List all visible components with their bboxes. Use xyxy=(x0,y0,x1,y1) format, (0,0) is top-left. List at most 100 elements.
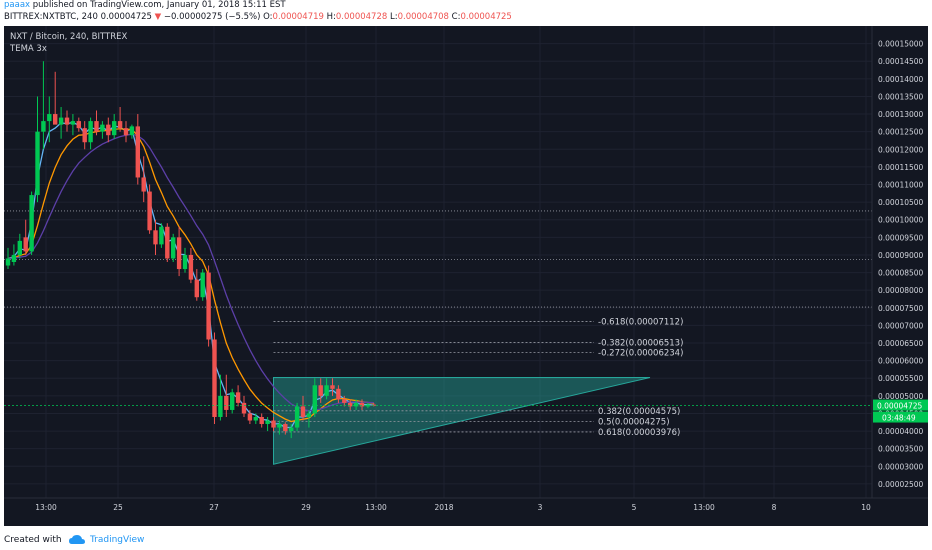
time-tick-label: 8 xyxy=(772,503,777,512)
last-price-tag xyxy=(873,399,928,411)
candle-body xyxy=(188,254,194,280)
publish-info: paaax published on TradingView.com, Janu… xyxy=(4,0,286,10)
price-tick-label: 0.00014500 xyxy=(878,57,924,66)
candle-body xyxy=(64,117,70,125)
candle-body xyxy=(112,121,117,136)
candle-body xyxy=(283,424,288,432)
time-axis[interactable]: 13:00 25 27 29 13:00 2018 3 5 13:00 8 10 xyxy=(4,497,928,512)
grid-lines xyxy=(4,26,872,498)
candle-body xyxy=(306,413,312,417)
candle-body xyxy=(147,191,152,231)
fib-level-label: -0.618(0.00007112) xyxy=(598,317,683,327)
candle-body xyxy=(300,406,306,417)
chart-header: paaax published on TradingView.com, Janu… xyxy=(0,0,932,26)
candle-body xyxy=(165,226,170,259)
countdown-label: 03:48:49 xyxy=(882,414,916,423)
high-value: 0.00004728 xyxy=(335,12,388,22)
publish-text: published on TradingView.com, January 01… xyxy=(32,0,286,10)
price-tick-label: 0.00014000 xyxy=(878,75,924,84)
fib-level-label: 0.5(0.00004275) xyxy=(598,417,670,427)
close-label: C: xyxy=(451,12,461,22)
candle-body xyxy=(23,237,28,252)
fib-level-label: -0.272(0.00006234) xyxy=(598,348,683,358)
price-tick-label: 0.00015000 xyxy=(878,40,924,49)
candle-body xyxy=(194,279,199,298)
time-tick-label: 3 xyxy=(538,503,543,512)
author-name[interactable]: paaax xyxy=(4,0,31,10)
candle-body xyxy=(235,392,241,403)
price-axis[interactable]: 0.00015000 0.00014500 0.00014000 0.00013500… xyxy=(4,26,928,526)
candle-body xyxy=(348,402,353,407)
candle-body xyxy=(117,121,123,129)
price-tick-label: 0.00008000 xyxy=(878,286,924,295)
candle-body xyxy=(247,413,253,421)
price-tick-label: 0.00005500 xyxy=(878,374,924,383)
tema-mid-line[interactable] xyxy=(7,128,374,423)
candle-body xyxy=(11,254,17,262)
tradingview-cloud-icon xyxy=(69,535,85,544)
price-chart[interactable]: -0.618(0.00007112) -0.382(0.00006513)-0.2… xyxy=(4,26,928,526)
candle-body xyxy=(294,406,300,428)
candle-body xyxy=(330,385,335,389)
last-price-tag-label: 0.00004725 xyxy=(877,402,923,411)
ohlc-summary: BITTREX:NXTBTC, 240 0.00004725 ▼ −0.0000… xyxy=(4,12,512,22)
candle-body xyxy=(53,114,58,125)
open-label: O: xyxy=(263,12,273,22)
candle-body xyxy=(336,388,341,400)
candle-body xyxy=(200,272,205,298)
candle-body xyxy=(265,420,270,425)
fib-level-label: 0.382(0.00004575) xyxy=(598,407,680,417)
candle-body xyxy=(82,128,87,143)
candle-body xyxy=(230,392,235,410)
time-tick-label: 2018 xyxy=(434,503,453,512)
price-change: −0.00000275 (−5.5%) xyxy=(163,12,261,22)
time-tick-label: 10 xyxy=(861,503,871,512)
price-tick-label: 0.00009000 xyxy=(878,251,924,260)
candle-body xyxy=(318,385,323,396)
time-tick-label: 5 xyxy=(632,503,637,512)
candle-body xyxy=(17,240,22,255)
price-tick-label: 0.00010000 xyxy=(878,216,924,225)
candle-body xyxy=(76,121,81,129)
created-with-label: Created with xyxy=(4,535,62,545)
price-tick-label: 0.00007000 xyxy=(878,321,924,330)
time-tick-label: 13:00 xyxy=(365,503,387,512)
price-tick-label: 0.00012000 xyxy=(878,145,924,154)
candle-body xyxy=(171,237,176,259)
time-tick-label: 13:00 xyxy=(35,503,57,512)
time-tick-label: 27 xyxy=(209,503,219,512)
candle-body xyxy=(129,126,135,136)
tradingview-brand[interactable]: TradingView xyxy=(90,535,145,545)
price-tick-label: 0.00013000 xyxy=(878,110,924,119)
time-tick-label: 25 xyxy=(113,503,123,512)
price-tick-label: 0.00006500 xyxy=(878,339,924,348)
candle-body xyxy=(41,121,46,132)
fib-level-label: -0.382(0.00006513) xyxy=(598,339,683,349)
candle-body xyxy=(58,117,64,125)
price-tick-label: 0.00003500 xyxy=(878,445,924,454)
price-tick-label: 0.00004000 xyxy=(878,427,924,436)
price-tick-label: 0.00006000 xyxy=(878,357,924,366)
time-tick-label: 29 xyxy=(301,503,311,512)
candle-body xyxy=(353,402,359,407)
candle-body xyxy=(123,128,129,136)
last-price: 0.00004725 xyxy=(100,12,152,22)
candle-body xyxy=(277,424,282,428)
price-tick-label: 0.00011500 xyxy=(878,163,924,172)
candle-body xyxy=(5,258,11,266)
indicator-legend[interactable]: TEMA 3x xyxy=(9,44,47,54)
candle-body xyxy=(241,402,247,414)
candle-body xyxy=(106,124,111,136)
low-value: 0.00004708 xyxy=(397,12,449,22)
price-tick-label: 0.00008500 xyxy=(878,269,924,278)
candle-body xyxy=(176,237,182,270)
footer: Created with TradingView xyxy=(0,530,932,550)
chart-area[interactable]: -0.618(0.00007112) -0.382(0.00006513) -0.2… xyxy=(4,26,928,526)
price-tick-label: 0.00009500 xyxy=(878,233,924,242)
candle-body xyxy=(253,416,258,421)
candle-body xyxy=(324,385,329,396)
symbol-label: BITTREX:NXTBTC, 240 xyxy=(4,12,98,22)
fib-level-label: 0.618(0.00003976) xyxy=(598,428,680,438)
price-tick-label: 0.00007500 xyxy=(878,304,924,313)
candle-body xyxy=(94,121,99,132)
